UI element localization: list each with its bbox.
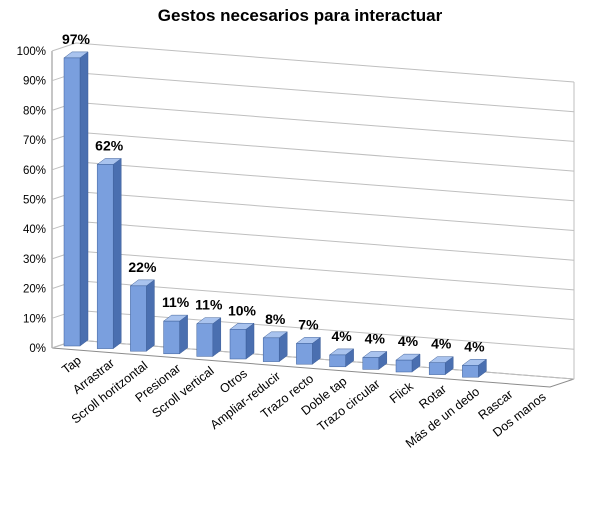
bar-front (96, 164, 114, 349)
bar-front (229, 329, 247, 360)
data-label: 4% (431, 336, 452, 352)
category-label: Flick (387, 379, 416, 406)
bar (328, 348, 355, 368)
data-label: 4% (365, 331, 386, 347)
data-label: 97% (62, 31, 91, 47)
y-tick-label: 30% (23, 254, 46, 266)
gridline (51, 190, 575, 231)
data-label: 7% (298, 316, 319, 332)
gridline (51, 72, 575, 113)
y-tick-label: 60% (23, 165, 46, 177)
gridline (51, 220, 575, 261)
bar-side (212, 317, 222, 357)
y-tick-labels: 0% 10% 20% 30% 40% 50% 60% 70% 80% 90% 100% (17, 46, 46, 355)
bar (229, 322, 255, 360)
y-tick-label: 40% (23, 224, 46, 236)
bar-front (395, 359, 413, 373)
y-tick-label: 0% (29, 343, 46, 355)
bar-front (296, 343, 313, 365)
y-tick-label: 80% (23, 105, 46, 117)
y-tick-label: 50% (23, 195, 46, 207)
bar-front (196, 323, 214, 357)
bar-front (329, 354, 346, 368)
bar-front (462, 365, 479, 378)
data-label: 11% (162, 294, 190, 310)
y-tick-label: 10% (23, 313, 46, 325)
data-labels: 97% 62% 22% 11% 11% 10% 8% 7% 4% 4% 4% 4% 4% (62, 31, 485, 354)
bar (395, 353, 421, 373)
bar (461, 358, 488, 378)
bar (196, 317, 222, 357)
gridline (51, 101, 575, 142)
bar (96, 157, 122, 350)
gridline (51, 131, 575, 172)
bar-side (146, 279, 155, 352)
bar-side (179, 314, 188, 355)
data-label: 4% (464, 338, 485, 354)
gridline (51, 161, 575, 202)
bar-front (262, 337, 280, 362)
bar-front (163, 320, 180, 355)
y-tick-label: 100% (17, 46, 46, 58)
bar (262, 331, 288, 363)
y-tick-label: 70% (23, 135, 46, 147)
data-label: 4% (331, 328, 352, 344)
bar-front (362, 357, 380, 370)
data-label: 22% (128, 259, 157, 275)
bar (129, 279, 156, 352)
gridline (51, 42, 575, 83)
data-label: 62% (95, 137, 124, 153)
bar (362, 351, 388, 370)
bar-side (112, 157, 122, 350)
bar (428, 356, 454, 376)
bar-front (63, 57, 81, 347)
bar (63, 51, 89, 347)
bar-front (130, 285, 147, 352)
bar-front (428, 362, 446, 375)
data-label: 4% (398, 333, 419, 349)
y-tick-label: 90% (23, 76, 46, 88)
chart-title: Gestos necesarios para interactuar (157, 6, 443, 25)
y-tick-label: 20% (23, 284, 46, 296)
bar-side (79, 51, 89, 347)
bar (162, 314, 189, 355)
bars (63, 51, 488, 378)
data-label: 8% (265, 311, 286, 327)
data-label: 11% (195, 297, 223, 313)
category-label: Tap (59, 353, 84, 376)
bar (295, 336, 322, 365)
data-label: 10% (228, 302, 257, 318)
